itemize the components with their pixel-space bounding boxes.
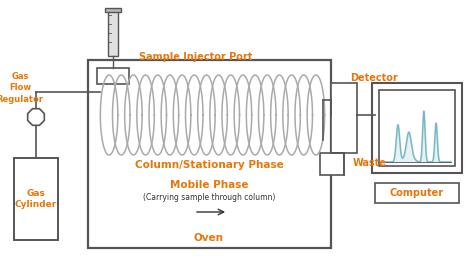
Bar bbox=[320, 153, 344, 175]
Bar bbox=[105, 8, 121, 12]
Text: Mobile Phase: Mobile Phase bbox=[170, 180, 248, 190]
Bar bbox=[97, 68, 129, 84]
Bar bbox=[372, 83, 462, 173]
Text: Sample Injector Port: Sample Injector Port bbox=[139, 52, 253, 62]
Text: Oven: Oven bbox=[194, 233, 224, 243]
Text: Computer: Computer bbox=[390, 188, 444, 198]
Text: Gas
Flow
Regulator: Gas Flow Regulator bbox=[0, 72, 44, 104]
Bar bbox=[375, 183, 459, 203]
Text: Waste: Waste bbox=[353, 158, 387, 168]
Bar bbox=[108, 10, 118, 56]
Bar bbox=[14, 158, 58, 240]
Text: Column/Stationary Phase: Column/Stationary Phase bbox=[135, 160, 283, 170]
Polygon shape bbox=[27, 109, 44, 125]
Text: Gas
Cylinder: Gas Cylinder bbox=[15, 189, 57, 209]
Bar bbox=[331, 83, 357, 153]
Text: (Carrying sample through column): (Carrying sample through column) bbox=[143, 193, 275, 203]
Text: Detector: Detector bbox=[350, 73, 398, 83]
Bar bbox=[379, 90, 455, 166]
Bar bbox=[88, 60, 331, 248]
